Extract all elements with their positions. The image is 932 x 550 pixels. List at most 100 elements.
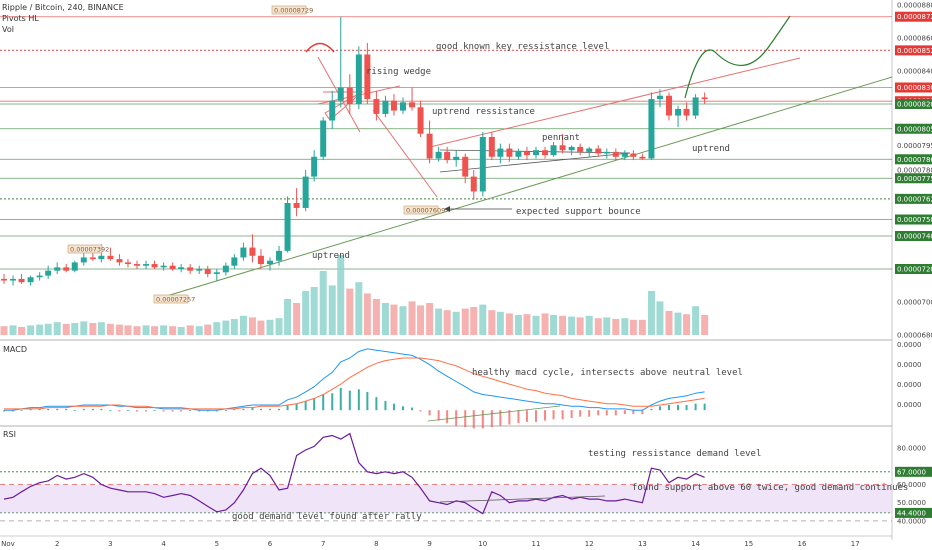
rsi-tick-label-0: 80.0000 (897, 445, 926, 453)
macd-hist-bar-47 (419, 410, 422, 412)
candle-body-56 (497, 148, 504, 157)
macd-hist-bar-9 (82, 408, 85, 411)
rsi-tick-label-2: 60.0000 (897, 481, 926, 489)
macd-hist-bar-42 (375, 397, 378, 411)
candle-body-8 (71, 262, 78, 271)
price-tick-label-3: 0.00008525 (897, 47, 932, 55)
candle-body-64 (568, 146, 575, 151)
price-tick-label-5: 0.00008300 (897, 84, 932, 92)
volume-bar-6 (53, 322, 61, 335)
macd-hist-bar-39 (348, 390, 351, 411)
candle-body-13 (116, 259, 123, 263)
wedge-breakdown-line (372, 109, 438, 198)
volume-bar-48 (426, 303, 434, 335)
volume-bar-31 (275, 318, 283, 335)
time-tick-label-13: 14 (691, 540, 700, 548)
candle-body-66 (586, 148, 593, 152)
macd-hist-bar-13 (118, 410, 121, 412)
volume-bar-1 (9, 325, 17, 335)
volume-bar-61 (541, 313, 549, 335)
candle-body-61 (542, 150, 549, 156)
macd-hist-bar-31 (278, 408, 281, 411)
annotation-uptrend-right: uptrend (692, 144, 730, 154)
annotation-rsi-support: found support above 60 twice, good deman… (632, 483, 908, 493)
volume-bar-64 (568, 316, 576, 335)
volume-bar-39 (346, 288, 354, 335)
volume-bar-12 (106, 323, 114, 335)
candle-body-28 (249, 247, 256, 256)
candle-body-70 (621, 153, 628, 157)
trend-drawings (159, 15, 893, 299)
price-tick-label-1: 0.00008729 (897, 13, 932, 21)
macd-tick-label-0: 0.0000 (897, 341, 922, 349)
candle-body-74 (656, 95, 663, 100)
volume-bar-40 (355, 282, 363, 335)
candle-body-1 (10, 278, 17, 281)
candle-body-72 (639, 156, 646, 159)
macd-tick-label-1: 0.0000 (897, 361, 922, 369)
price-tick-label-15: 0.00007400 (897, 233, 932, 241)
macd-hist-bar-69 (614, 410, 617, 416)
macd-hist-bar-54 (481, 410, 484, 429)
candle-body-24 (213, 272, 220, 274)
volume-bar-30 (266, 319, 274, 335)
candle-body-51 (453, 156, 460, 161)
macd-hist-bar-73 (650, 408, 653, 411)
price-tick-label-16: 0.00007200 (897, 266, 932, 274)
candle-body-15 (134, 264, 140, 266)
time-tick-label-12: 13 (638, 540, 647, 548)
macd-hist-bar-40 (357, 389, 360, 411)
volume-bar-72 (638, 319, 646, 335)
price-tick-label-4: 0.00008400 (897, 68, 932, 76)
macd-hist-bar-71 (632, 410, 635, 415)
macd-hist-bar-36 (322, 394, 325, 411)
volume-bar-14 (124, 325, 132, 335)
macd-hist-bar-4 (38, 408, 41, 411)
candle-body-27 (240, 247, 247, 258)
volume-bar-21 (186, 325, 194, 335)
candle-body-4 (36, 275, 43, 278)
volume-bar-77 (683, 314, 691, 335)
macd-hist-bar-61 (544, 410, 547, 421)
time-tick-label-5: 6 (268, 540, 273, 548)
price-tick-label-9: 0.00007950 (897, 142, 932, 150)
volume-bar-16 (142, 325, 150, 335)
macd-hist-bar-10 (91, 408, 94, 411)
candle-body-78 (692, 97, 699, 116)
candle-body-39 (346, 87, 353, 104)
rsi-trend-line (439, 495, 606, 503)
candle-body-16 (143, 264, 150, 266)
volume-bar-73 (647, 291, 655, 335)
volume-bars (0, 255, 709, 335)
macd-hist-bar-17 (153, 410, 156, 411)
volume-bar-19 (169, 326, 177, 335)
volume-bar-60 (532, 315, 540, 335)
price-badge-1 (895, 11, 932, 22)
price-axis: 0.00008800 0.00008729 0.00008600 0.00008525… (895, 2, 932, 340)
candle-body-30 (267, 260, 273, 265)
macd-hist-bar-21 (189, 410, 192, 411)
price-tick-label-11: 0.00007800 (897, 167, 932, 175)
macd-hist-bar-18 (162, 410, 165, 412)
rsi-tick-label-3: 50.0000 (897, 499, 926, 507)
candle-body-29 (257, 255, 264, 265)
macd-hist-bar-56 (499, 410, 502, 426)
macd-hist-bar-50 (446, 410, 449, 424)
volume-bar-55 (488, 310, 496, 335)
volume-bar-58 (514, 315, 522, 335)
volume-bar-27 (239, 315, 247, 335)
macd-hist-bar-26 (233, 408, 236, 411)
price-badge-13 (895, 193, 932, 204)
volume-bar-7 (62, 323, 70, 335)
time-tick-label-0: Nov (1, 540, 15, 548)
macd-tick-label-2: 0.0000 (897, 381, 922, 389)
volume-bar-38 (337, 255, 345, 335)
volume-bar-59 (523, 314, 531, 335)
volume-bar-42 (372, 299, 380, 335)
annotation-uptrend-left: uptrend (312, 251, 350, 261)
candle-body-38 (337, 87, 344, 101)
macd-hist-bar-79 (703, 403, 706, 411)
rsi-badge-1 (895, 466, 932, 477)
rsi-pane: 80.0000 67.0000 60.0000 50.0000 44.400040.00… (0, 432, 932, 525)
time-tick-label-16: 17 (851, 540, 860, 548)
